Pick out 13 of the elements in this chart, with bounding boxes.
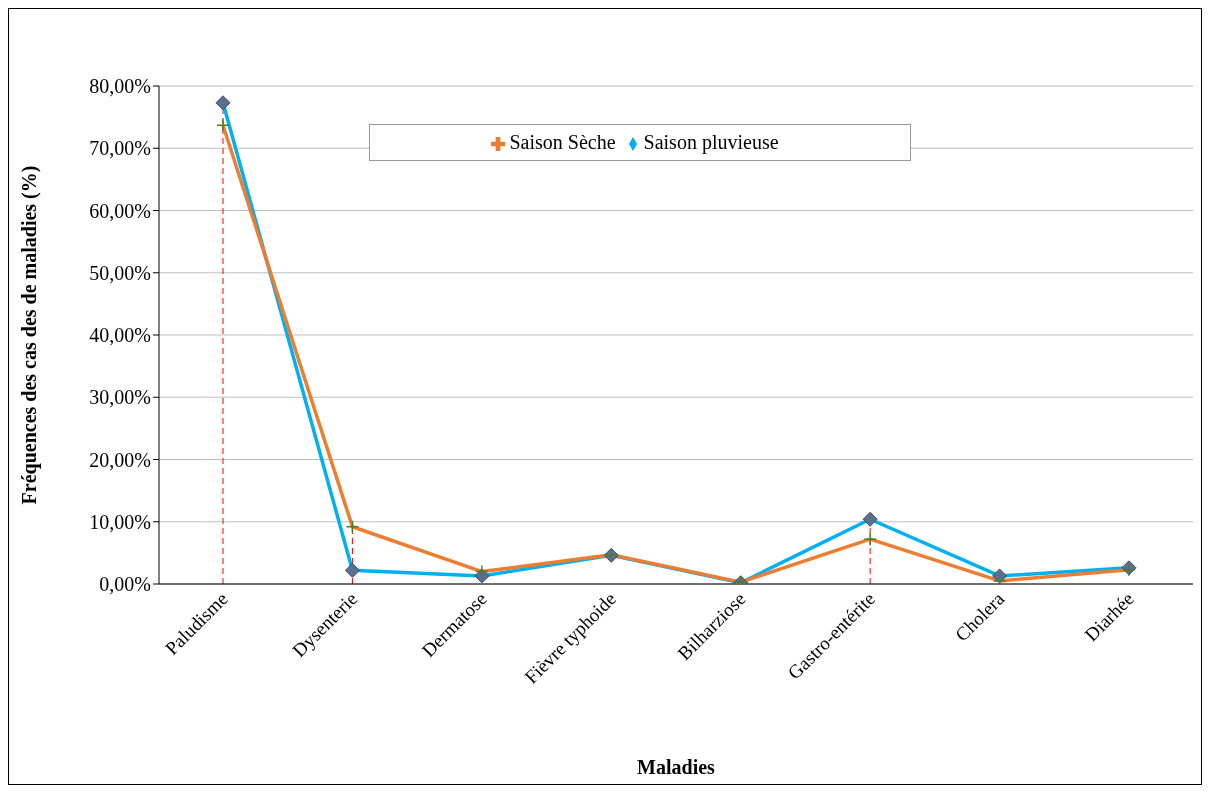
y-tick-label: 50,00% (89, 261, 151, 284)
y-tick-label: 80,00% (89, 75, 151, 98)
y-tick-label: 60,00% (89, 199, 151, 222)
y-axis-title: Fréquences des cas des de maladies (%) (18, 165, 42, 505)
y-tick-label: 40,00% (89, 324, 151, 347)
legend-label: Saison Sèche (509, 131, 616, 153)
y-tick-label: 70,00% (89, 137, 151, 160)
y-tick-label: 0,00% (99, 573, 151, 596)
legend-label: Saison pluvieuse (643, 131, 779, 153)
y-tick-label: 20,00% (89, 448, 151, 471)
x-axis-title: Maladies (637, 756, 716, 778)
y-tick-label: 30,00% (89, 386, 151, 409)
y-tick-label: 10,00% (89, 510, 151, 533)
